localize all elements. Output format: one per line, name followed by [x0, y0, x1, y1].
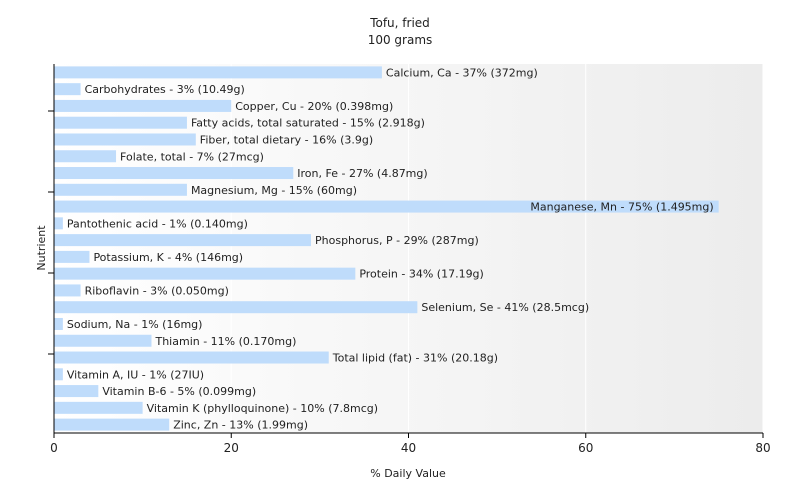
bar-label: Vitamin A, IU - 1% (27IU)	[67, 368, 204, 381]
bar	[54, 250, 90, 263]
bar	[54, 200, 719, 213]
bar-label: Vitamin B-6 - 5% (0.099mg)	[102, 385, 256, 398]
x-tick-label: 80	[755, 441, 770, 455]
bar	[54, 401, 143, 414]
bar-label: Folate, total - 7% (27mcg)	[120, 150, 264, 163]
bar-label: Copper, Cu - 20% (0.398mg)	[235, 100, 393, 113]
bar-label: Manganese, Mn - 75% (1.495mg)	[530, 201, 713, 214]
bar-label: Riboflavin - 3% (0.050mg)	[85, 284, 229, 297]
bar	[54, 267, 356, 280]
bar	[54, 150, 117, 163]
bar	[54, 217, 63, 230]
bar	[54, 183, 187, 196]
x-tick-label: 20	[224, 441, 239, 455]
bar-label: Carbohydrates - 3% (10.49g)	[85, 83, 245, 96]
bar-label: Sodium, Na - 1% (16mg)	[67, 318, 203, 331]
axes	[48, 64, 764, 438]
bar-label: Phosphorus, P - 29% (287mg)	[315, 234, 479, 247]
x-tick-label: 60	[578, 441, 593, 455]
bar	[54, 167, 294, 180]
bar-label: Protein - 34% (17.19g)	[359, 268, 484, 281]
gridlines	[230, 64, 764, 433]
bar	[54, 418, 170, 431]
bar-label: Thiamin - 11% (0.170mg)	[154, 335, 296, 348]
chart-title: Tofu, fried	[369, 16, 430, 30]
bar-labels: Calcium, Ca - 37% (372mg) Carbohydrates -…	[67, 66, 714, 431]
bar-label: Fatty acids, total saturated - 15% (2.91…	[191, 117, 425, 130]
bar	[54, 99, 232, 112]
bar-label: Pantothenic acid - 1% (0.140mg)	[67, 217, 248, 230]
chart-subtitle: 100 grams	[368, 33, 433, 47]
bar-label: Selenium, Se - 41% (28.5mcg)	[421, 301, 589, 314]
bar-label: Fiber, total dietary - 16% (3.9g)	[200, 133, 373, 146]
bar	[54, 66, 382, 79]
bar	[54, 234, 312, 247]
y-axis-label: Nutrient	[35, 225, 48, 271]
bar-label: Vitamin K (phylloquinone) - 10% (7.8mcg)	[147, 402, 378, 415]
bar-label: Total lipid (fat) - 31% (20.18g)	[332, 352, 498, 365]
bar-label: Potassium, K - 4% (146mg)	[93, 251, 243, 264]
bars	[54, 66, 719, 431]
bar	[54, 368, 63, 381]
bar	[54, 317, 63, 330]
x-tick-label: 40	[401, 441, 416, 455]
bar	[54, 334, 152, 347]
bar-label: Iron, Fe - 27% (4.87mg)	[297, 167, 427, 180]
bar	[54, 284, 81, 297]
bar	[54, 385, 99, 398]
bar	[54, 351, 329, 364]
bar-label: Magnesium, Mg - 15% (60mg)	[191, 184, 357, 197]
x-tick-labels: 0 20 40 60 80	[50, 441, 770, 455]
x-tick-label: 0	[50, 441, 58, 455]
bar	[54, 301, 418, 314]
bar-label: Calcium, Ca - 37% (372mg)	[386, 66, 538, 79]
bar	[54, 133, 196, 146]
bar-label: Zinc, Zn - 13% (1.99mg)	[173, 419, 308, 432]
bar	[54, 116, 187, 129]
x-axis-label: % Daily Value	[370, 467, 446, 480]
bar	[54, 83, 81, 96]
